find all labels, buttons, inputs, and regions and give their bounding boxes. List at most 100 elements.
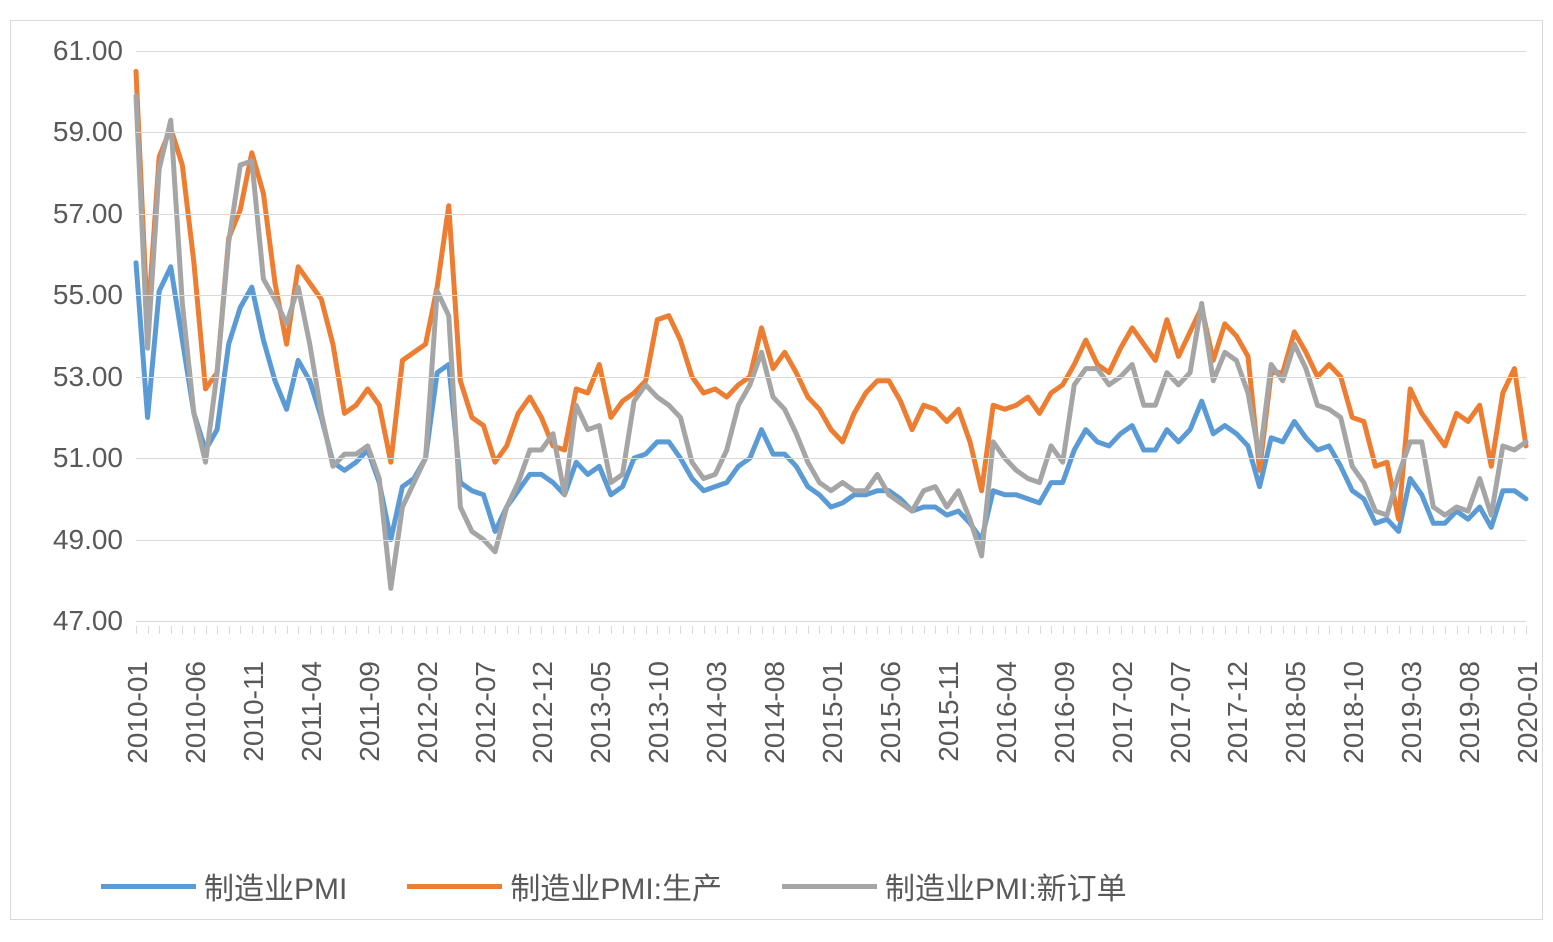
x-tick-mark <box>1132 626 1133 634</box>
x-tick-mark <box>924 626 925 634</box>
x-tick-mark <box>843 626 844 634</box>
x-tick-mark <box>970 626 971 634</box>
x-tick-mark <box>1364 626 1365 634</box>
x-tick-mark <box>750 626 751 634</box>
x-tick-mark <box>1457 626 1458 634</box>
x-tick-mark <box>1410 626 1411 634</box>
x-tick-mark <box>368 626 369 634</box>
x-tick-mark <box>206 626 207 634</box>
x-tick-mark <box>507 626 508 634</box>
x-tick-mark <box>333 626 334 634</box>
x-tick-mark <box>1109 626 1110 634</box>
x-tick-mark <box>935 626 936 634</box>
x-tick-mark <box>1526 626 1527 634</box>
x-tick-label: 2013-05 <box>585 661 617 764</box>
x-tick-mark <box>669 626 670 634</box>
gridline <box>136 377 1526 378</box>
y-tick-label: 59.00 <box>53 116 123 148</box>
x-tick-mark <box>460 626 461 634</box>
x-tick-mark <box>518 626 519 634</box>
gridline <box>136 51 1526 52</box>
x-tick-mark <box>1051 626 1052 634</box>
x-tick-mark <box>866 626 867 634</box>
x-tick-mark <box>159 626 160 634</box>
x-tick-label: 2010-11 <box>238 661 270 762</box>
x-tick-mark <box>1445 626 1446 634</box>
x-tick-mark <box>877 626 878 634</box>
x-tick-mark <box>611 626 612 634</box>
legend-item: 制造业PMI:生产 <box>407 864 722 908</box>
x-tick-mark <box>1016 626 1017 634</box>
x-tick-label: 2018-05 <box>1280 661 1312 764</box>
y-tick-label: 49.00 <box>53 524 123 556</box>
x-tick-mark <box>1514 626 1515 634</box>
x-tick-mark <box>1074 626 1075 634</box>
x-tick-label: 2012-07 <box>470 661 502 764</box>
x-tick-label: 2017-12 <box>1222 661 1254 764</box>
x-tick-mark <box>808 626 809 634</box>
x-tick-mark <box>1329 626 1330 634</box>
x-tick-mark <box>1294 626 1295 634</box>
x-tick-mark <box>889 626 890 634</box>
x-tick-mark <box>148 626 149 634</box>
x-tick-mark <box>680 626 681 634</box>
gridline <box>136 295 1526 296</box>
x-tick-mark <box>773 626 774 634</box>
x-tick-mark <box>796 626 797 634</box>
x-tick-mark <box>1190 626 1191 634</box>
x-tick-mark <box>1480 626 1481 634</box>
x-tick-label: 2019-08 <box>1454 661 1486 764</box>
x-tick-mark <box>530 626 531 634</box>
x-tick-mark <box>993 626 994 634</box>
x-tick-label: 2018-10 <box>1338 661 1370 764</box>
x-axis <box>136 626 1526 656</box>
y-tick-label: 47.00 <box>53 605 123 637</box>
x-tick-label: 2016-04 <box>991 661 1023 764</box>
x-tick-mark <box>1318 626 1319 634</box>
x-tick-label: 2016-09 <box>1049 661 1081 764</box>
x-tick-mark <box>657 626 658 634</box>
legend: 制造业PMI制造业PMI:生产制造业PMI:新订单 <box>101 861 1501 911</box>
legend-swatch <box>782 884 877 889</box>
x-tick-label: 2010-06 <box>180 661 212 764</box>
x-tick-mark <box>1468 626 1469 634</box>
x-tick-mark <box>1260 626 1261 634</box>
x-tick-mark <box>287 626 288 634</box>
x-tick-mark <box>1306 626 1307 634</box>
x-tick-mark <box>1422 626 1423 634</box>
x-tick-mark <box>715 626 716 634</box>
x-tick-mark <box>704 626 705 634</box>
legend-label: 制造业PMI <box>204 864 347 908</box>
x-tick-label: 2011-04 <box>296 661 328 762</box>
x-tick-label: 2017-07 <box>1165 661 1197 764</box>
series-line <box>136 96 1526 589</box>
x-tick-mark <box>321 626 322 634</box>
x-tick-mark <box>252 626 253 634</box>
x-tick-mark <box>449 626 450 634</box>
x-tick-mark <box>1225 626 1226 634</box>
chart-container: 47.0049.0051.0053.0055.0057.0059.0061.00… <box>10 20 1543 920</box>
gridline <box>136 458 1526 459</box>
chart-svg <box>136 51 1526 621</box>
x-tick-mark <box>646 626 647 634</box>
x-tick-mark <box>345 626 346 634</box>
legend-item: 制造业PMI <box>101 864 347 908</box>
x-tick-mark <box>495 626 496 634</box>
x-tick-mark <box>298 626 299 634</box>
x-tick-mark <box>229 626 230 634</box>
x-tick-mark <box>1202 626 1203 634</box>
x-tick-label: 2010-01 <box>122 661 154 764</box>
x-tick-mark <box>1491 626 1492 634</box>
x-tick-mark <box>762 626 763 634</box>
x-tick-mark <box>1028 626 1029 634</box>
plot-area <box>136 51 1526 621</box>
x-tick-mark <box>263 626 264 634</box>
x-tick-label: 2020-01 <box>1512 661 1544 764</box>
x-tick-mark <box>634 626 635 634</box>
x-tick-label: 2012-02 <box>412 661 444 764</box>
x-tick-mark <box>565 626 566 634</box>
x-tick-mark <box>958 626 959 634</box>
x-tick-mark <box>182 626 183 634</box>
x-tick-mark <box>1399 626 1400 634</box>
gridline <box>136 214 1526 215</box>
